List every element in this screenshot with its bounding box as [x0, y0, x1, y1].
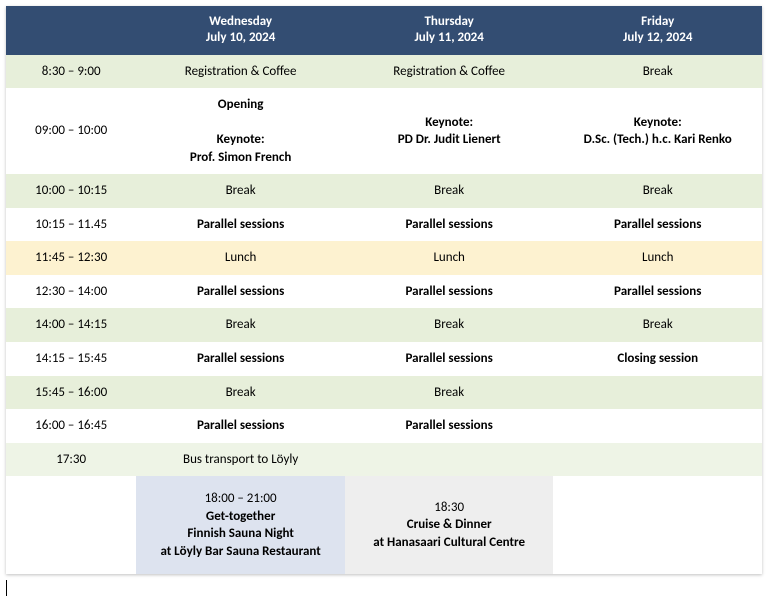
schedule-table: Wednesday July 10, 2024 Thursday July 11…: [6, 6, 762, 574]
row-1730-bus: 17:30 Bus transport to Löyly: [6, 443, 762, 477]
cell-wed: Break: [136, 308, 345, 342]
row-0900-keynote: 09:00 – 10:00 Opening Keynote: Prof. Sim…: [6, 88, 762, 174]
time-cell: 11:45 – 12:30: [6, 241, 136, 275]
cell-wed: Bus transport to Löyly: [136, 443, 345, 477]
cell-fri-keynote: Keynote: D.Sc. (Tech.) h.c. Kari Renko: [553, 88, 762, 174]
cell-wed-evening: 18:00 – 21:00 Get-together Finnish Sauna…: [136, 476, 345, 574]
cell-wed: Break: [136, 376, 345, 410]
row-1015-parallel: 10:15 – 11.45 Parallel sessions Parallel…: [6, 208, 762, 242]
row-0830: 8:30 – 9:00 Registration & Coffee Regist…: [6, 55, 762, 89]
header-date: July 12, 2024: [559, 30, 756, 46]
row-1400-break: 14:00 – 14:15 Break Break Break: [6, 308, 762, 342]
cell-thu-evening: 18:30 Cruise & Dinner at Hanasaari Cultu…: [345, 476, 554, 574]
header-dow: Wednesday: [142, 14, 339, 30]
cell-wed: Registration & Coffee: [136, 55, 345, 89]
cell-fri: Parallel sessions: [553, 275, 762, 309]
cell-thu: Parallel sessions: [345, 342, 554, 376]
cell-wed: Parallel sessions: [136, 275, 345, 309]
cell-fri: Break: [553, 55, 762, 89]
header-day-thu: Thursday July 11, 2024: [345, 6, 554, 55]
cell-thu-keynote: Keynote: PD Dr. Judit Lienert: [345, 88, 554, 174]
row-evening-events: 18:00 – 21:00 Get-together Finnish Sauna…: [6, 476, 762, 574]
time-cell: 12:30 – 14:00: [6, 275, 136, 309]
evening-line: Cruise & Dinner: [355, 516, 544, 534]
row-1600-parallel: 16:00 – 16:45 Parallel sessions Parallel…: [6, 409, 762, 443]
header-dow: Thursday: [351, 14, 548, 30]
evening-line: at Löyly Bar Sauna Restaurant: [146, 543, 335, 561]
cell-fri: Parallel sessions: [553, 208, 762, 242]
keynote-speaker: PD Dr. Judit Lienert: [351, 131, 548, 149]
cell-thu: Registration & Coffee: [345, 55, 554, 89]
row-1230-parallel: 12:30 – 14:00 Parallel sessions Parallel…: [6, 275, 762, 309]
cell-fri: [553, 376, 762, 410]
cell-fri: [553, 443, 762, 477]
cell-fri: Break: [553, 174, 762, 208]
time-cell: 10:15 – 11.45: [6, 208, 136, 242]
evening-line: at Hanasaari Cultural Centre: [355, 534, 544, 552]
row-1415-parallel: 14:15 – 15:45 Parallel sessions Parallel…: [6, 342, 762, 376]
header-date: July 11, 2024: [351, 30, 548, 46]
cell-fri-evening: [553, 476, 762, 574]
keynote-label: Keynote:: [351, 114, 548, 132]
cell-wed: Parallel sessions: [136, 342, 345, 376]
row-1545-break: 15:45 – 16:00 Break Break: [6, 376, 762, 410]
header-time-col: [6, 6, 136, 55]
time-cell: 14:00 – 14:15: [6, 308, 136, 342]
keynote-label: Keynote:: [559, 114, 756, 132]
time-cell: 15:45 – 16:00: [6, 376, 136, 410]
cell-thu: Break: [345, 376, 554, 410]
row-1145-lunch: 11:45 – 12:30 Lunch Lunch Lunch: [6, 241, 762, 275]
cell-fri: Break: [553, 308, 762, 342]
keynote-label: Keynote:: [142, 131, 339, 149]
cell-wed: Parallel sessions: [136, 409, 345, 443]
time-cell: 14:15 – 15:45: [6, 342, 136, 376]
cell-fri: Lunch: [553, 241, 762, 275]
header-date: July 10, 2024: [142, 30, 339, 46]
time-cell: 09:00 – 10:00: [6, 88, 136, 174]
cell-thu: Lunch: [345, 241, 554, 275]
keynote-speaker: D.Sc. (Tech.) h.c. Kari Renko: [559, 131, 756, 149]
cell-thu: Break: [345, 174, 554, 208]
cell-wed: Lunch: [136, 241, 345, 275]
cell-fri: Closing session: [553, 342, 762, 376]
cell-wed: Parallel sessions: [136, 208, 345, 242]
cell-wed-keynote: Opening Keynote: Prof. Simon French: [136, 88, 345, 174]
cell-fri: [553, 409, 762, 443]
cell-thu: Parallel sessions: [345, 208, 554, 242]
keynote-speaker: Prof. Simon French: [142, 149, 339, 167]
cell-thu: Parallel sessions: [345, 275, 554, 309]
evening-line: Finnish Sauna Night: [146, 525, 335, 543]
time-cell: 16:00 – 16:45: [6, 409, 136, 443]
evening-time: 18:30: [355, 499, 544, 517]
cell-thu: Parallel sessions: [345, 409, 554, 443]
evening-time: 18:00 – 21:00: [146, 490, 335, 508]
header-dow: Friday: [559, 14, 756, 30]
opening-label: Opening: [142, 96, 339, 114]
table-header: Wednesday July 10, 2024 Thursday July 11…: [6, 6, 762, 55]
time-cell: 8:30 – 9:00: [6, 55, 136, 89]
header-day-fri: Friday July 12, 2024: [553, 6, 762, 55]
cell-thu: Break: [345, 308, 554, 342]
evening-line: Get-together: [146, 508, 335, 526]
cell-wed: Break: [136, 174, 345, 208]
header-day-wed: Wednesday July 10, 2024: [136, 6, 345, 55]
text-cursor: [6, 580, 7, 596]
schedule-container: Wednesday July 10, 2024 Thursday July 11…: [6, 6, 762, 574]
time-cell: [6, 476, 136, 574]
cell-thu: [345, 443, 554, 477]
row-1000-break: 10:00 – 10:15 Break Break Break: [6, 174, 762, 208]
time-cell: 17:30: [6, 443, 136, 477]
time-cell: 10:00 – 10:15: [6, 174, 136, 208]
